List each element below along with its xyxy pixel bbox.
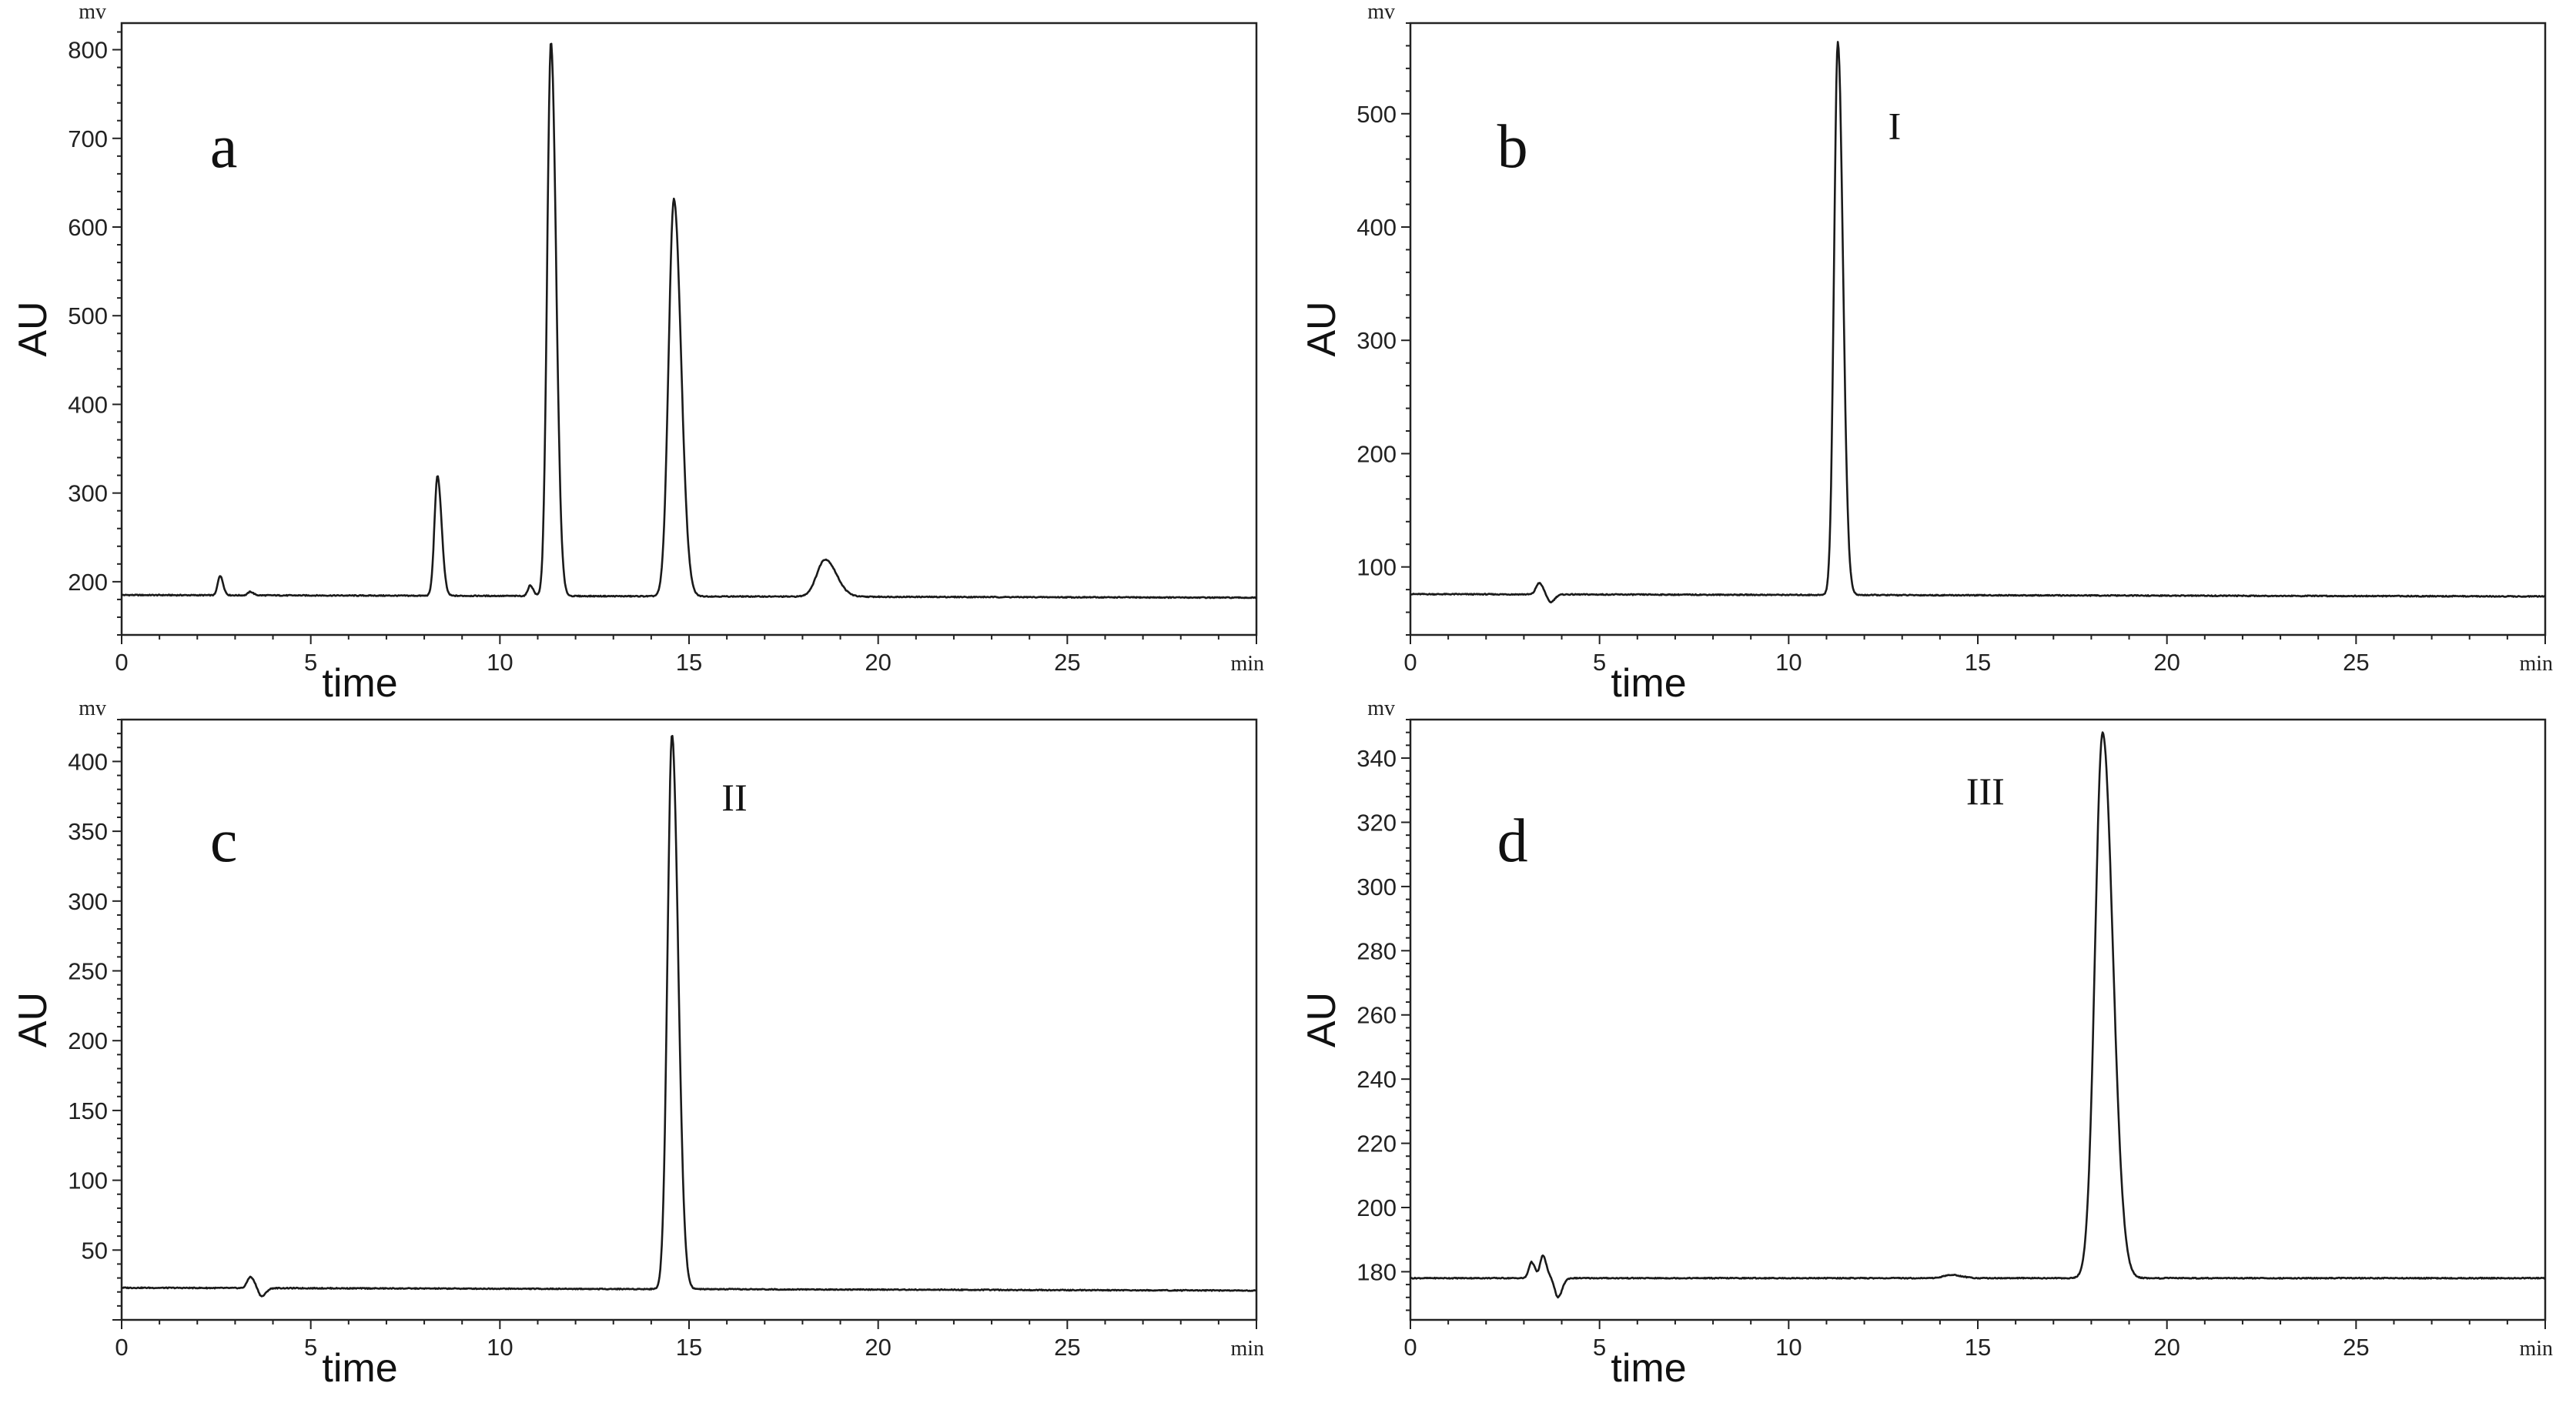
y-unit-label: mv — [79, 696, 106, 720]
y-tick-label: 300 — [1357, 327, 1397, 354]
y-axis-title: AU — [1300, 301, 1344, 356]
y-tick-label: 350 — [68, 818, 108, 845]
x-tick-label: 10 — [1775, 1334, 1802, 1361]
y-tick-label: 250 — [68, 958, 108, 985]
y-unit-label: mv — [1367, 0, 1395, 24]
x-axis-title: time — [1611, 1346, 1686, 1391]
panel-a: 0 5 10 15 20 25 200 300 400 500 600 700 800 mv min AU ti… — [11, 0, 1264, 706]
y-tick-label: 180 — [1357, 1258, 1397, 1285]
y-tick-label: 280 — [1357, 937, 1397, 964]
y-axis-title: AU — [1300, 992, 1344, 1047]
x-tick-label: 15 — [1965, 1334, 1991, 1361]
y-tick-label: 200 — [1357, 1194, 1397, 1221]
y-tick-label: 100 — [1357, 554, 1397, 581]
x-tick-label: 0 — [115, 1334, 128, 1361]
x-unit-label: min — [1230, 652, 1264, 676]
plot-frame — [120, 718, 1258, 1321]
x-unit-label: min — [1230, 1337, 1264, 1361]
y-tick-label: 300 — [68, 480, 108, 507]
y-tick-label: 300 — [1357, 874, 1397, 900]
y-tick-label: 320 — [1357, 809, 1397, 836]
peak-label: III — [1966, 770, 2005, 813]
x-tick-label: 0 — [1403, 649, 1417, 676]
x-tick-label: 5 — [304, 1334, 317, 1361]
x-axis-title: time — [322, 661, 397, 706]
panel-d: 0 5 10 15 20 25 180 200 220 240 260 280 300 320 340 mv m… — [1300, 696, 2553, 1391]
y-tick-label: 200 — [1357, 440, 1397, 467]
x-tick-label: 25 — [2343, 1334, 2369, 1361]
y-tick-label: 300 — [68, 888, 108, 915]
y-unit-label: mv — [79, 0, 106, 24]
panel-letter: c — [210, 807, 238, 875]
y-unit-label: mv — [1367, 696, 1395, 720]
x-tick-label: 25 — [1054, 1334, 1080, 1361]
y-tick-label: 200 — [68, 569, 108, 596]
peak-label: II — [721, 776, 747, 819]
x-tick-label: 20 — [2153, 649, 2180, 676]
panel-c: 0 5 10 15 20 25 50 100 150 200 250 300 350 400 mv min AU… — [11, 696, 1264, 1391]
x-tick-label: 15 — [676, 649, 702, 676]
x-tick-label: 5 — [1593, 649, 1606, 676]
x-tick-label: 20 — [2153, 1334, 2180, 1361]
x-tick-label: 5 — [1593, 1334, 1606, 1361]
y-tick-label: 150 — [68, 1097, 108, 1124]
y-tick-label: 240 — [1357, 1066, 1397, 1093]
peak-label: I — [1889, 105, 1902, 148]
panel-letter: a — [210, 113, 238, 181]
chromatogram-trace — [1410, 41, 2546, 603]
x-unit-label: min — [2519, 1337, 2553, 1361]
chromatogram-trace — [121, 42, 1257, 600]
chromatogram-trace — [1410, 731, 2546, 1299]
y-axis-title: AU — [11, 992, 55, 1047]
y-tick-label: 400 — [68, 391, 108, 418]
y-tick-label: 400 — [1357, 214, 1397, 241]
y-tick-label: 200 — [68, 1027, 108, 1054]
x-tick-label: 0 — [1403, 1334, 1417, 1361]
y-tick-label: 220 — [1357, 1131, 1397, 1157]
x-tick-label: 25 — [1054, 649, 1080, 676]
y-tick-label: 400 — [68, 748, 108, 775]
y-tick-label: 260 — [1357, 1002, 1397, 1029]
x-unit-label: min — [2519, 652, 2553, 676]
y-tick-label: 100 — [68, 1167, 108, 1194]
x-axis-title: time — [1611, 661, 1686, 706]
y-tick-label: 700 — [68, 125, 108, 152]
x-tick-label: 20 — [865, 649, 891, 676]
y-tick-label: 340 — [1357, 745, 1397, 772]
y-tick-label: 800 — [68, 37, 108, 64]
x-tick-label: 10 — [487, 649, 513, 676]
x-tick-label: 20 — [865, 1334, 891, 1361]
panel-letter: d — [1497, 807, 1528, 875]
x-tick-label: 10 — [487, 1334, 513, 1361]
x-tick-label: 25 — [2343, 649, 2369, 676]
y-tick-label: 500 — [1357, 101, 1397, 128]
x-tick-label: 5 — [304, 649, 317, 676]
x-axis-title: time — [322, 1346, 397, 1391]
plot-frame — [1409, 22, 2547, 636]
x-tick-label: 15 — [676, 1334, 702, 1361]
x-tick-label: 15 — [1965, 649, 1991, 676]
x-tick-label: 10 — [1775, 649, 1802, 676]
y-tick-label: 600 — [68, 214, 108, 241]
panel-letter: b — [1497, 113, 1528, 181]
y-tick-label: 500 — [68, 302, 108, 329]
y-tick-label: 50 — [82, 1237, 108, 1264]
panel-b: 0 5 10 15 20 25 100 200 300 400 500 mv min AU time b I — [1300, 0, 2553, 706]
chromatogram-trace — [121, 735, 1257, 1298]
x-tick-label: 0 — [115, 649, 128, 676]
y-axis-title: AU — [11, 301, 55, 356]
